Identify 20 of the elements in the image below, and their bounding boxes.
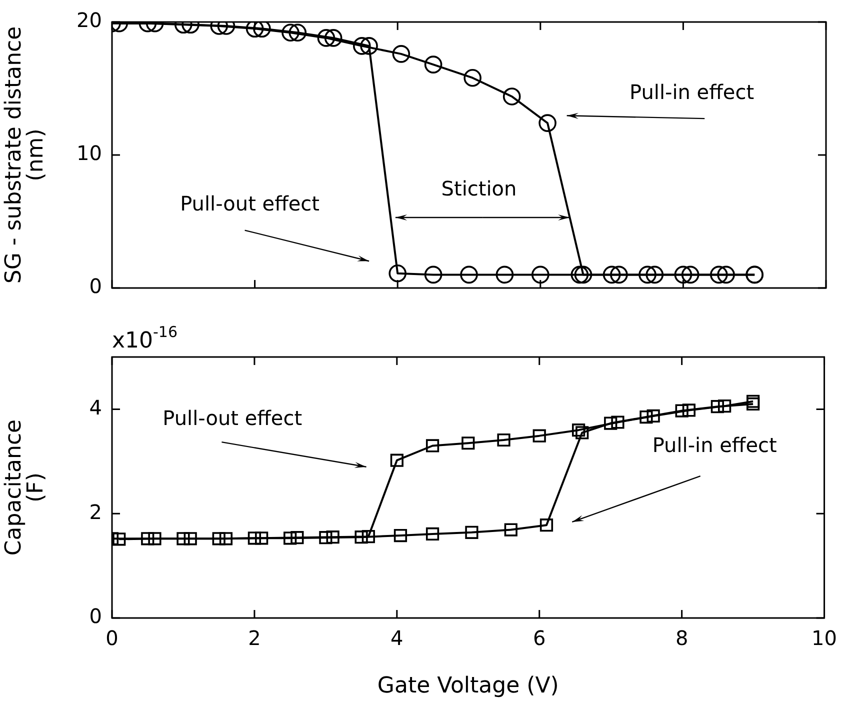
annotation: Stiction <box>441 176 517 201</box>
x-tick-label: 4 <box>390 626 404 650</box>
x-tick-label: 8 <box>675 626 688 650</box>
y-tick-label: 2 <box>89 500 102 524</box>
y-tick-label: 4 <box>89 395 102 420</box>
y-axis-title: Capacitance (F) <box>2 419 49 556</box>
x-axis-title: Gate Voltage (V) <box>377 674 559 699</box>
annotation: Pull-in effect <box>630 80 754 104</box>
y-tick-label: 0 <box>89 274 102 298</box>
y-tick-label: 10 <box>76 141 102 166</box>
y-tick-label: 20 <box>76 8 102 32</box>
x-tick-label: 6 <box>533 626 546 650</box>
x-tick-label: 2 <box>248 626 261 650</box>
annotation: Pull-in effect <box>652 433 778 458</box>
x-tick-label: 0 <box>106 626 118 650</box>
annotation: Pull-out effect <box>162 406 302 430</box>
annotation: Pull-out effect <box>180 191 320 216</box>
y-axis-title: SG - substrate distance (nm) <box>2 26 49 284</box>
y-tick-label: 0 <box>89 604 102 628</box>
x-tick-label: 10 <box>812 626 837 650</box>
